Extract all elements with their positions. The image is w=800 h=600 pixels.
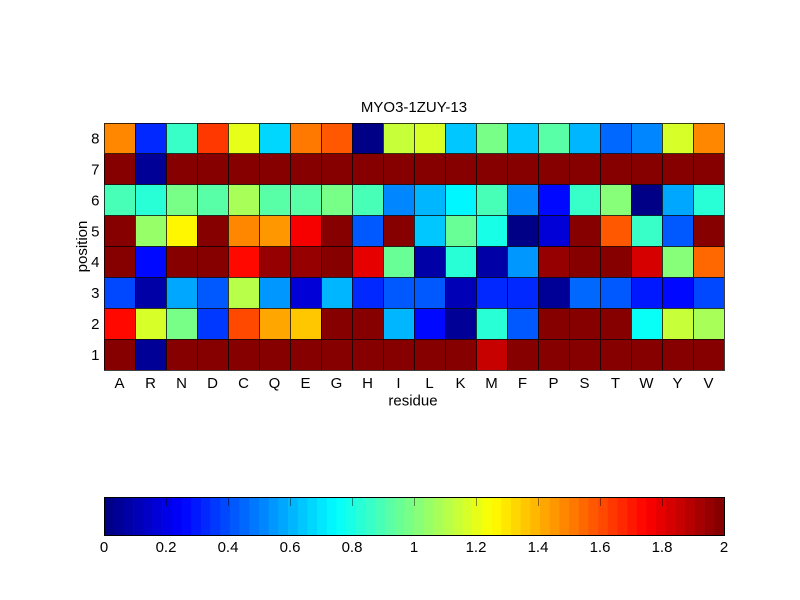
svg-text:position: position <box>74 221 91 273</box>
svg-text:N: N <box>176 375 187 392</box>
svg-text:Q: Q <box>269 375 281 392</box>
svg-text:1: 1 <box>91 347 99 364</box>
svg-text:R: R <box>145 375 156 392</box>
svg-text:E: E <box>300 375 310 392</box>
svg-text:H: H <box>362 375 373 392</box>
svg-text:2: 2 <box>720 539 728 556</box>
svg-text:L: L <box>425 375 433 392</box>
svg-text:W: W <box>639 375 654 392</box>
svg-text:6: 6 <box>91 192 99 209</box>
svg-text:3: 3 <box>91 285 99 302</box>
svg-text:0.6: 0.6 <box>280 539 301 556</box>
svg-text:residue: residue <box>388 393 437 410</box>
svg-text:Y: Y <box>672 375 682 392</box>
svg-text:0.8: 0.8 <box>342 539 363 556</box>
svg-text:P: P <box>548 375 558 392</box>
svg-text:0.2: 0.2 <box>156 539 177 556</box>
svg-text:0.4: 0.4 <box>218 539 239 556</box>
svg-text:1.6: 1.6 <box>590 539 611 556</box>
svg-text:M: M <box>485 375 498 392</box>
svg-text:T: T <box>611 375 620 392</box>
svg-text:1.8: 1.8 <box>652 539 673 556</box>
svg-text:5: 5 <box>91 223 99 240</box>
svg-text:2: 2 <box>91 316 99 333</box>
svg-text:0: 0 <box>100 539 108 556</box>
svg-text:C: C <box>238 375 249 392</box>
svg-text:4: 4 <box>91 254 99 271</box>
svg-text:MYO3-1ZUY-13: MYO3-1ZUY-13 <box>361 99 467 116</box>
svg-text:K: K <box>455 375 465 392</box>
svg-text:D: D <box>207 375 218 392</box>
svg-text:A: A <box>114 375 124 392</box>
svg-text:F: F <box>518 375 527 392</box>
svg-text:V: V <box>703 375 713 392</box>
svg-text:1: 1 <box>410 539 418 556</box>
svg-text:8: 8 <box>91 131 99 148</box>
svg-text:I: I <box>396 375 400 392</box>
svg-text:S: S <box>579 375 589 392</box>
svg-text:7: 7 <box>91 162 99 179</box>
svg-text:1.2: 1.2 <box>466 539 487 556</box>
svg-text:1.4: 1.4 <box>528 539 549 556</box>
svg-text:G: G <box>331 375 343 392</box>
